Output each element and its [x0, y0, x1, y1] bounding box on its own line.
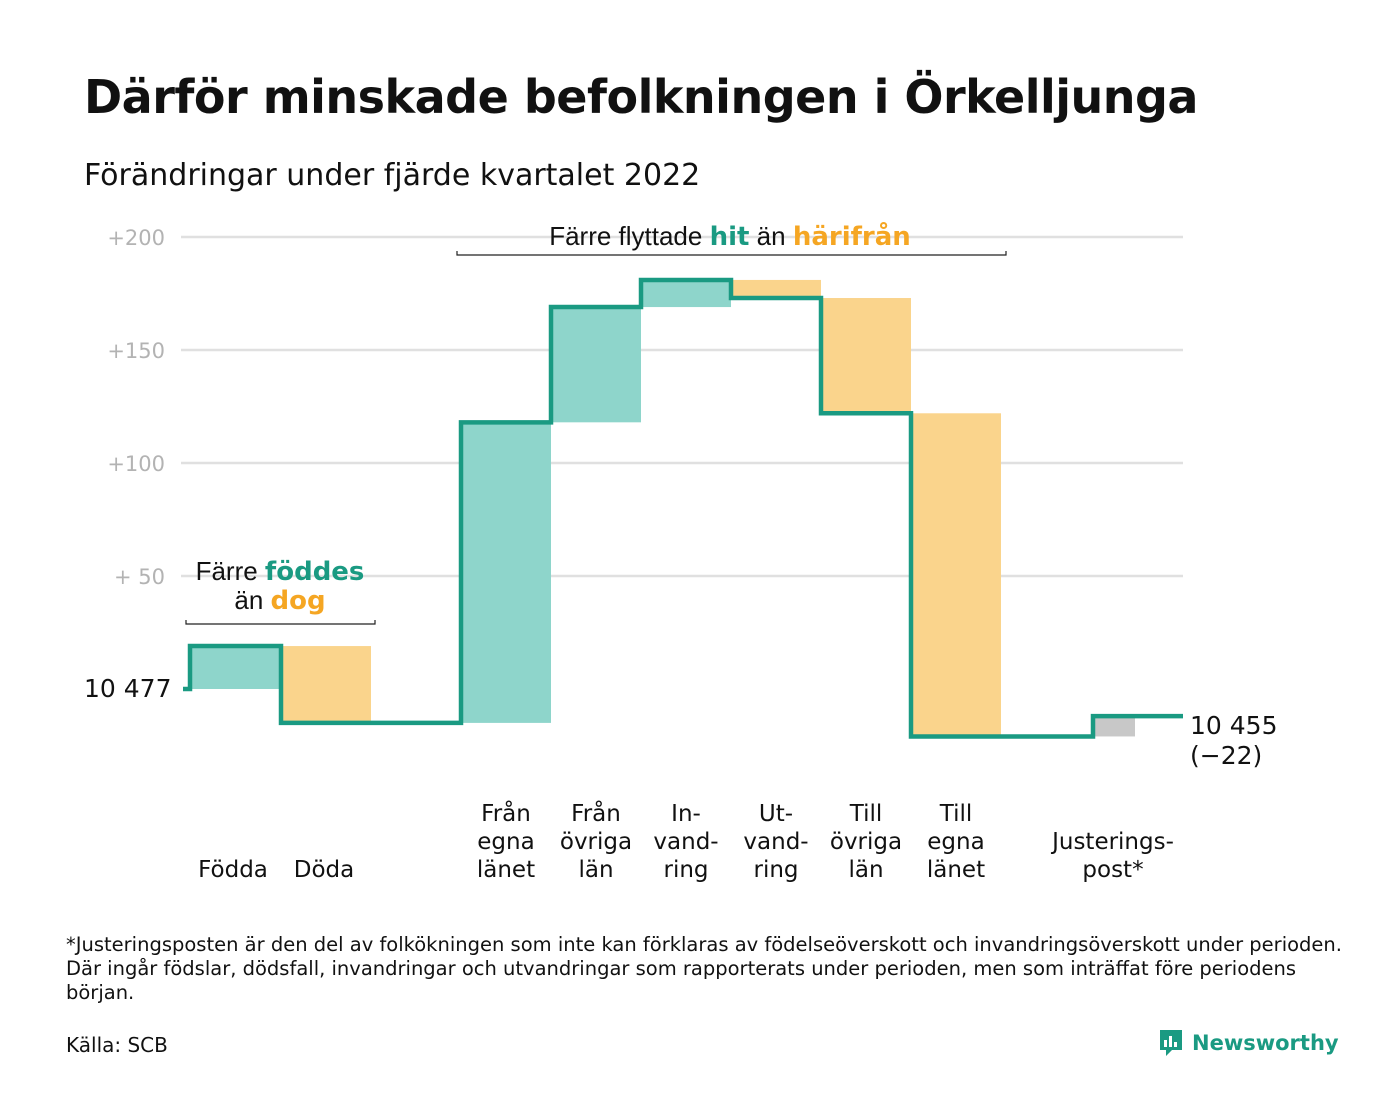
- category-label: Justerings-post*: [1050, 829, 1174, 883]
- y-tick-label: +150: [107, 339, 165, 363]
- category-label: Till övriga län: [830, 801, 902, 883]
- bar-7: [821, 298, 911, 414]
- brand-name: Newsworthy: [1192, 1031, 1339, 1055]
- annotation-text: Färre föddes: [196, 556, 365, 587]
- y-tick-label: + 50: [114, 565, 165, 589]
- annotation-bracket: [456, 251, 1007, 256]
- end-change-label: (−22): [1190, 741, 1262, 770]
- category-label: Till egna länet: [927, 801, 985, 883]
- end-value-label: 10 455: [1190, 711, 1277, 740]
- newsworthy-logo-icon: [1160, 1030, 1182, 1056]
- bar-5: [641, 279, 731, 308]
- bar-1: [190, 646, 280, 689]
- category-labels: Födda Döda Från egna länet Från övriga län In-va…: [198, 799, 1174, 883]
- bars: [190, 279, 1135, 737]
- step-line: [183, 277, 1183, 739]
- bar-6: [731, 279, 821, 299]
- bar-9: [1091, 716, 1135, 737]
- start-value-label: 10 477: [84, 674, 171, 703]
- category-label: Från övriga län: [560, 799, 632, 883]
- bar-4: [551, 307, 641, 423]
- bar-3: [461, 422, 551, 723]
- bar-8: [911, 413, 1001, 737]
- annotation-bracket: [185, 620, 376, 625]
- y-tick-label: +200: [107, 226, 165, 250]
- bar-2: [281, 646, 371, 723]
- chart-title: Därför minskade befolkningen i Örkelljun…: [84, 70, 1198, 124]
- annotation-text: än dog: [234, 585, 325, 616]
- step-line-group: [183, 277, 1183, 739]
- category-label: Ut-vand-ring: [743, 801, 808, 883]
- gridlines: [181, 235, 1183, 578]
- annotation-text: Färre flyttade hit än härifrån: [549, 220, 911, 252]
- category-label: Döda: [294, 857, 354, 883]
- source-label: Källa: SCB: [66, 1033, 168, 1057]
- chart-subtitle: Förändringar under fjärde kvartalet 2022: [84, 158, 701, 193]
- category-label: In-vand-ring: [653, 801, 718, 883]
- category-label: Födda: [198, 857, 268, 883]
- brand-logo[interactable]: Newsworthy: [1158, 1028, 1339, 1058]
- y-tick-labels: +200 +150 +100 + 50: [107, 226, 165, 589]
- y-tick-label: +100: [107, 452, 165, 476]
- category-label: Från egna länet: [477, 799, 535, 883]
- footnote: *Justeringsposten är den del av folkökni…: [66, 933, 1342, 1004]
